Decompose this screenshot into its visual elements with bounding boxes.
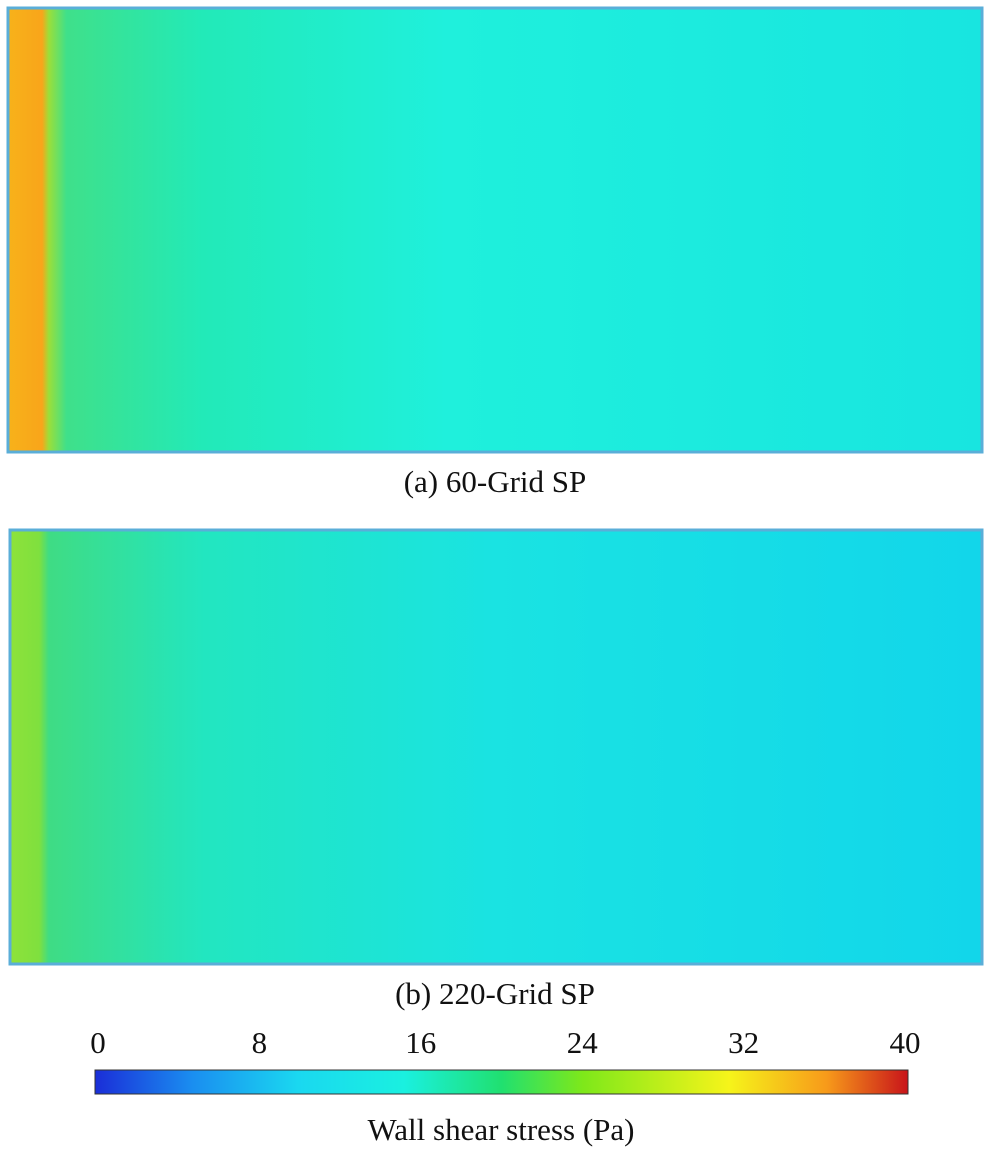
colorbar-tick-label: 32 [728,1025,759,1060]
contour-panel [8,528,984,966]
colorbar-tick-label: 8 [252,1025,268,1060]
panel-caption: (b) 220-Grid SP [395,976,595,1011]
colorbar-tick-label: 16 [405,1025,436,1060]
colorbar-tick-label: 0 [90,1025,106,1060]
colorbar-label: Wall shear stress (Pa) [368,1112,635,1147]
panel-caption: (a) 60-Grid SP [404,464,587,499]
colorbar-tick-label: 40 [890,1025,921,1060]
contour-panel [6,6,984,454]
colorbar-tick-label: 24 [567,1025,599,1060]
colorbar [94,1069,909,1095]
